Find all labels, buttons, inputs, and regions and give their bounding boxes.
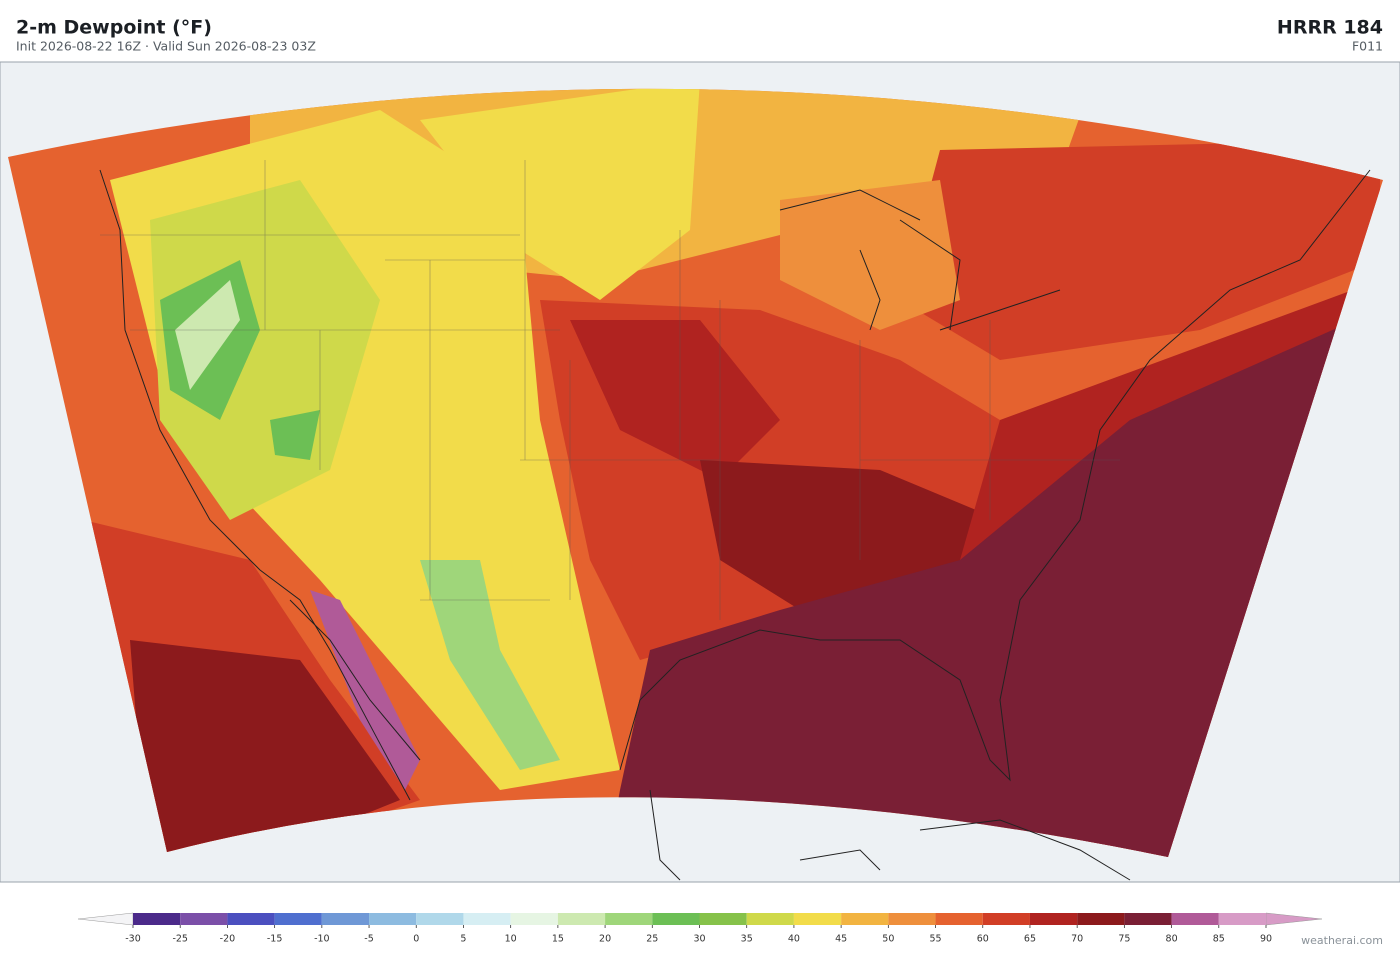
colorbar-tick-label: 40 (788, 934, 800, 945)
colorbar-segment (652, 913, 700, 925)
colorbar-tick-label: -30 (125, 934, 141, 945)
colorbar-tick-label: 30 (693, 934, 705, 945)
colorbar-tick-label: 0 (413, 934, 419, 945)
colorbar-tick-label: 25 (646, 934, 658, 945)
colorbar-segment (793, 913, 842, 925)
colorbar-segment (180, 913, 228, 925)
colorbar-segment (1124, 913, 1172, 925)
colorbar-segment (321, 913, 370, 925)
colorbar-segment (1171, 913, 1219, 925)
colorbar-segment (935, 913, 983, 925)
map-subtitle: Init 2026-08-22 16Z · Valid Sun 2026-08-… (16, 39, 316, 54)
colorbar-segment (699, 913, 747, 925)
colorbar-over (1265, 912, 1323, 926)
colorbar-segment (1077, 913, 1125, 925)
map-title: 2-m Dewpoint (°F) (16, 17, 212, 39)
colorbar-segment (510, 913, 558, 925)
colorbar-tick-label: 65 (1024, 934, 1036, 945)
colorbar-segment (982, 913, 1030, 925)
colorbar-tick-label: -25 (172, 934, 188, 945)
colorbar-segment (133, 913, 181, 925)
colorbar-tick-label: 15 (552, 934, 564, 945)
colorbar-tick-label: 60 (977, 934, 989, 945)
colorbar-tick-label: 85 (1213, 934, 1225, 945)
colorbar-tick-label: -15 (267, 934, 283, 945)
model-name: HRRR 184 (1277, 17, 1383, 39)
map (0, 61, 1400, 883)
colorbar-tick-label: 50 (882, 934, 894, 945)
colorbar-tick-label: -5 (364, 934, 373, 945)
dewpoint-field (8, 88, 1383, 857)
colorbar-segment (227, 913, 275, 925)
colorbar-tick-label: 5 (460, 934, 466, 945)
colorbar-tick-label: -10 (314, 934, 330, 945)
colorbar-segment (274, 913, 322, 925)
colorbar-segment (841, 913, 889, 925)
watermark: weatherai.com (1301, 934, 1383, 947)
forecast-hour: F011 (1352, 39, 1383, 54)
colorbar-segment (1218, 913, 1266, 925)
colorbar-tick-label: 45 (835, 934, 847, 945)
state-borders (100, 160, 1120, 620)
colorbar-tick-label: 90 (1260, 934, 1272, 945)
coastlines (99, 169, 1371, 881)
colorbar-segment (605, 913, 653, 925)
colorbar-segment (416, 913, 464, 925)
colorbar-tick-label: 20 (599, 934, 611, 945)
colorbar-tick-label: 75 (1118, 934, 1130, 945)
colorbar-tick-label: -20 (220, 934, 236, 945)
colorbar-segment (463, 913, 511, 925)
colorbar-segment (746, 913, 794, 925)
colorbar-segment (888, 913, 936, 925)
colorbar-tick-label: 55 (929, 934, 941, 945)
colorbar-tick-label: 70 (1071, 934, 1083, 945)
colorbar-tick-label: 10 (505, 934, 517, 945)
colorbar-under (77, 912, 134, 926)
colorbar-segment (369, 913, 417, 925)
colorbar-tick-label: 35 (741, 934, 753, 945)
colorbar-segment (1029, 913, 1078, 925)
colorbar: -30 -25 -20 -15 -10 -5 0 5 10 15 20 25 30 35 40 45 50 55 6… (77, 912, 1323, 945)
colorbar-tick-label: 80 (1166, 934, 1178, 945)
colorbar-segment (557, 913, 606, 925)
